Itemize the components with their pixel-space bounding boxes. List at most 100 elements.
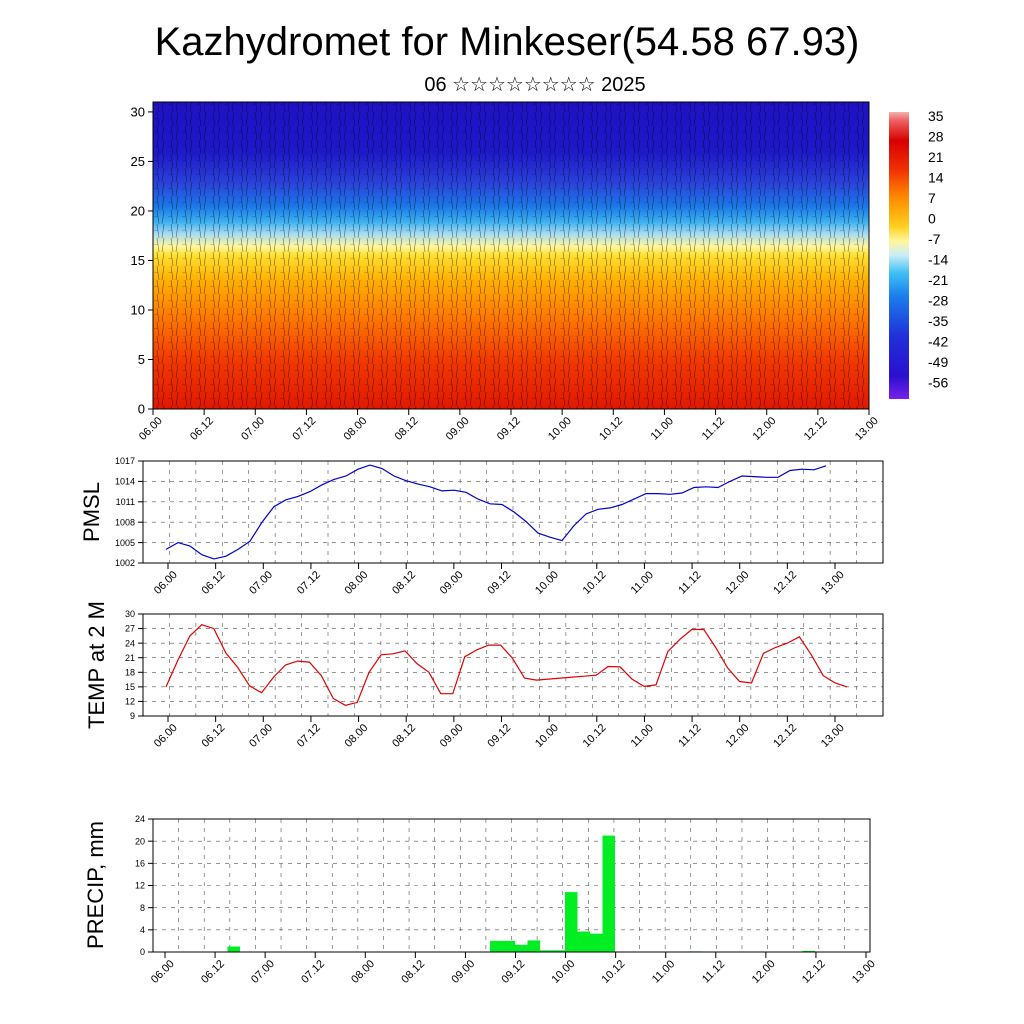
heatmap-y-tick-label: 5 [138, 352, 145, 367]
pmsl-y-ticks: 1002 1005 1008 1011 1014 1017 [115, 456, 143, 568]
precip-x-tick-label: 09.12 [499, 958, 527, 986]
colorbar-label: -21 [928, 272, 948, 288]
temp-x-tick-label: 09.12 [485, 722, 513, 750]
temp-y-tick-label: 30 [125, 609, 135, 619]
temp-series-line [165, 624, 848, 706]
pmsl-x-tick-label: 10.00 [533, 569, 561, 597]
precip-ylabel: PRECIP, mm [83, 821, 108, 949]
temp-x-tick-label: 10.12 [581, 722, 609, 750]
temp-x-tick-label: 12.12 [771, 722, 799, 750]
heatmap-y-tick-label: 0 [138, 402, 145, 417]
pmsl-x-tick-label: 06.12 [200, 569, 228, 597]
precip-bar [602, 835, 615, 952]
temp-panel: TEMP at 2 M 9 12 15 18 21 24 27 30 06.00 06.12 07… [84, 601, 884, 750]
temp-x-ticks: 06.00 06.12 07.00 07.12 08.00 08.12 09.00 09.12… [152, 716, 847, 750]
colorbar-label: -42 [928, 334, 948, 350]
pmsl-x-ticks: 06.00 06.12 07.00 07.12 08.00 08.12 09.00 09.12… [152, 563, 847, 597]
precip-y-tick-label: 4 [140, 925, 145, 935]
pmsl-x-tick-label: 08.00 [342, 569, 370, 597]
temp-x-tick-label: 08.00 [342, 722, 370, 750]
heatmap-wind-overlay [153, 102, 869, 409]
temp-x-tick-label: 06.00 [152, 722, 180, 750]
colorbar-label: 28 [928, 129, 944, 145]
precip-grid [153, 818, 870, 953]
temp-x-tick-label: 09.00 [438, 722, 466, 750]
heatmap-y-ticks: 0 5 10 15 20 25 30 [131, 104, 153, 417]
heatmap-x-tick-label: 07.12 [290, 415, 318, 443]
colorbar-label: 21 [928, 149, 944, 165]
precip-x-tick-label: 07.12 [299, 958, 327, 986]
colorbar-label: -28 [928, 293, 948, 309]
heatmap-panel: 0 5 10 15 20 25 30 06.00 06.12 07.00 07.12 08.00 08… [131, 101, 881, 443]
precip-y-tick-label: 12 [135, 881, 145, 891]
pmsl-x-tick-label: 10.12 [581, 569, 609, 597]
temp-x-tick-label: 11.00 [629, 722, 656, 749]
precip-bar [227, 946, 240, 952]
precip-bar [590, 933, 603, 952]
pmsl-x-tick-label: 11.12 [676, 569, 703, 596]
temp-y-tick-label: 15 [125, 682, 135, 692]
pmsl-x-tick-label: 12.00 [724, 569, 752, 597]
colorbar-label: 35 [928, 108, 944, 124]
temp-y-tick-label: 21 [125, 653, 135, 663]
pmsl-series-line [165, 464, 827, 560]
pmsl-y-tick-label: 1014 [115, 477, 135, 487]
heatmap-x-tick-label: 06.00 [137, 415, 165, 443]
temp-grid [143, 613, 883, 717]
chart-subtitle: 06 ☆☆☆☆☆☆☆☆ 2025 [424, 74, 645, 96]
precip-x-tick-label: 06.00 [149, 958, 177, 986]
precip-panel: PRECIP, mm 0 4 8 12 16 20 24 06.00 06.12 07.00 07… [83, 814, 878, 986]
pmsl-x-tick-label: 08.12 [390, 569, 418, 597]
precip-x-tick-label: 09.00 [449, 958, 477, 986]
precip-bar [490, 940, 503, 952]
precip-bar [577, 931, 590, 952]
heatmap-x-tick-label: 11.12 [700, 415, 727, 442]
precip-y-tick-label: 16 [135, 858, 145, 868]
precip-y-tick-label: 0 [140, 947, 145, 957]
temp-y-tick-label: 18 [125, 667, 135, 677]
pmsl-x-tick-label: 09.00 [438, 569, 466, 597]
temp-y-tick-label: 24 [125, 638, 135, 648]
precip-y-tick-label: 24 [135, 814, 145, 824]
pmsl-x-tick-label: 09.12 [485, 569, 513, 597]
precip-y-ticks: 0 4 8 12 16 20 24 [135, 814, 153, 957]
precip-x-tick-label: 07.00 [249, 958, 277, 986]
precip-x-tick-label: 11.00 [650, 958, 677, 985]
colorbar-label: -56 [928, 375, 948, 391]
pmsl-x-tick-label: 07.12 [295, 569, 323, 597]
heatmap-x-tick-label: 11.00 [649, 415, 676, 442]
precip-x-tick-label: 10.12 [600, 958, 628, 986]
temp-x-tick-label: 11.12 [676, 722, 703, 749]
colorbar-label: -7 [928, 231, 941, 247]
pmsl-x-tick-label: 11.00 [629, 569, 656, 596]
colorbar: 35 28 21 14 7 0 -7 -14 -21 -28 -35 -42 -49 -56 [889, 108, 948, 399]
precip-y-tick-label: 8 [140, 903, 145, 913]
colorbar-label: -35 [928, 313, 948, 329]
pmsl-panel: PMSL 1002 1005 1008 1011 1014 1017 06.00 06.12… [79, 456, 884, 597]
precip-x-tick-label: 06.12 [199, 958, 227, 986]
heatmap-x-tick-label: 07.00 [239, 415, 267, 443]
pmsl-x-tick-label: 12.12 [771, 569, 799, 597]
colorbar-label: 14 [928, 170, 944, 186]
colorbar-label: -49 [928, 354, 948, 370]
colorbar-labels: 35 28 21 14 7 0 -7 -14 -21 -28 -35 -42 -49 -56 [928, 108, 948, 391]
precip-bar [552, 950, 565, 952]
colorbar-label: 7 [928, 190, 936, 206]
heatmap-y-tick-label: 10 [131, 303, 145, 318]
precip-x-tick-label: 13.00 [850, 958, 878, 986]
pmsl-x-tick-label: 13.00 [819, 569, 847, 597]
heatmap-x-tick-label: 10.00 [546, 415, 574, 443]
temp-frame [142, 613, 884, 717]
heatmap-x-tick-label: 06.12 [188, 415, 216, 443]
precip-bar [502, 940, 515, 952]
precip-bar [515, 944, 528, 952]
precip-x-tick-label: 12.00 [750, 958, 778, 986]
heatmap-x-tick-label: 09.12 [495, 415, 523, 443]
chart-title: Kazhydromet for Minkeser(54.58 67.93) [155, 20, 860, 64]
precip-bar [540, 950, 553, 952]
heatmap-x-tick-label: 08.00 [341, 415, 369, 443]
precip-x-tick-label: 11.12 [700, 958, 727, 985]
precip-bar [527, 940, 540, 952]
heatmap-y-tick-label: 20 [131, 203, 145, 218]
